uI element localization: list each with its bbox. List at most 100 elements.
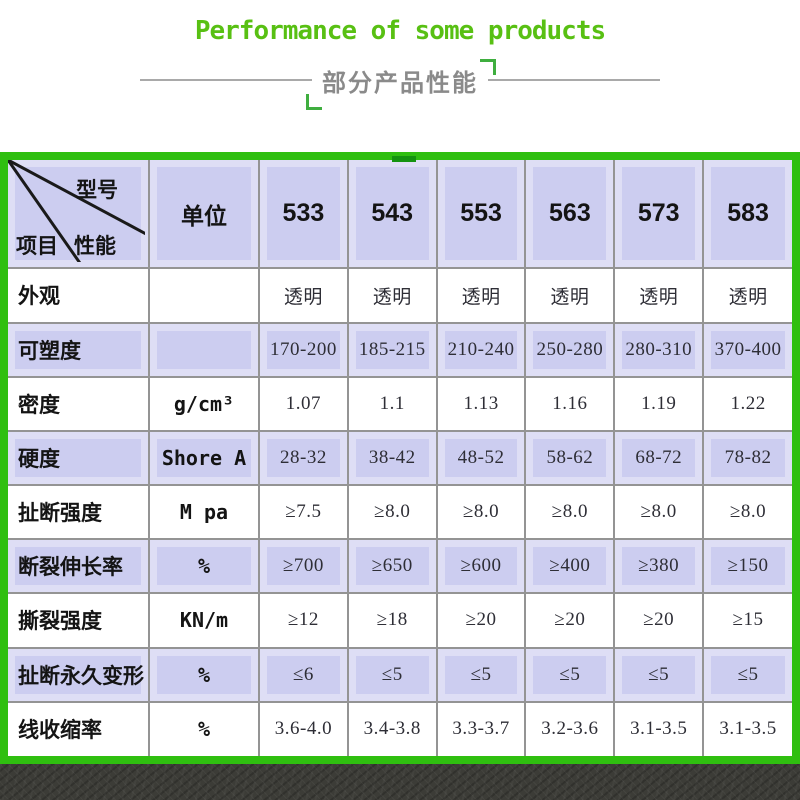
- cell-value: ≥150: [702, 538, 793, 595]
- cell-value: 透明: [435, 267, 527, 324]
- cell-value: 170-200: [258, 321, 349, 378]
- row-unit: M pa: [148, 484, 260, 541]
- cell-value: 透明: [524, 267, 616, 324]
- unit-column-header: 单位: [148, 158, 260, 270]
- cell-value: ≥15: [702, 592, 793, 649]
- row-unit: Shore A: [148, 429, 260, 487]
- cell-value: 1.1: [346, 375, 438, 432]
- page-title: Performance of some products: [194, 16, 606, 46]
- model-header-573: 573: [613, 158, 705, 270]
- page-header: Performance of some products 部分产品性能: [0, 0, 800, 152]
- cell-value: 78-82: [702, 429, 793, 487]
- border-notch-decoration: [392, 156, 416, 162]
- table-row-appearance: 外观 透明 透明 透明 透明 透明 透明: [7, 267, 793, 324]
- cell-value: 1.07: [258, 375, 349, 432]
- row-unit: [148, 267, 260, 324]
- spec-table-container: 型号 项目 性能 单位 533 543 553 563 573 583 外观 透…: [0, 152, 800, 764]
- cell-value: ≥12: [258, 592, 349, 649]
- cell-value: 185-215: [346, 321, 438, 378]
- cell-value: ≤5: [702, 646, 793, 703]
- dark-footer-band: [0, 764, 800, 800]
- cell-value: 68-72: [613, 429, 705, 487]
- row-label: 扯断强度: [7, 484, 150, 541]
- cell-value: ≥7.5: [258, 484, 349, 541]
- cell-value: 38-42: [346, 429, 438, 487]
- subtitle-left-rule: [140, 79, 312, 81]
- row-label: 撕裂强度: [7, 592, 150, 649]
- cell-value: 1.22: [702, 375, 793, 432]
- row-unit: KN/m: [148, 592, 260, 649]
- cell-value: 3.1-3.5: [613, 700, 705, 758]
- row-label: 扯断永久变形: [7, 646, 150, 703]
- cell-value: ≥18: [346, 592, 438, 649]
- model-header-583: 583: [702, 158, 793, 270]
- corner-label-model: 型号: [76, 179, 118, 202]
- cell-value: ≥650: [346, 538, 438, 595]
- cell-value: 1.19: [613, 375, 705, 432]
- corner-label-item: 项目: [16, 235, 58, 259]
- cell-value: 280-310: [613, 321, 705, 378]
- table-row-density: 密度 g/cm³ 1.07 1.1 1.13 1.16 1.19 1.22: [7, 375, 793, 432]
- row-unit: %: [148, 538, 260, 595]
- cell-value: 3.3-3.7: [435, 700, 527, 758]
- cell-value: 3.4-3.8: [346, 700, 438, 758]
- cell-value: ≥380: [613, 538, 705, 595]
- row-label: 硬度: [7, 429, 150, 487]
- cell-value: 1.16: [524, 375, 616, 432]
- row-label: 断裂伸长率: [7, 538, 150, 595]
- cell-value: 透明: [613, 267, 705, 324]
- cell-value: 58-62: [524, 429, 616, 487]
- cell-value: ≤5: [346, 646, 438, 703]
- row-unit: %: [148, 646, 260, 703]
- row-label: 外观: [7, 267, 150, 324]
- table-header-row: 型号 项目 性能 单位 533 543 553 563 573 583: [7, 158, 793, 270]
- row-label: 可塑度: [7, 321, 150, 378]
- diagonal-header-cell: 型号 项目 性能: [7, 158, 150, 270]
- cell-value: ≥700: [258, 538, 349, 595]
- model-header-563: 563: [524, 158, 616, 270]
- table-row-plasticity: 可塑度 170-200 185-215 210-240 250-280 280-…: [7, 321, 793, 378]
- cell-value: ≤5: [435, 646, 527, 703]
- diagonal-divider-lines: [10, 162, 145, 262]
- corner-bracket-bottom-left-icon: [306, 93, 322, 110]
- cell-value: 透明: [702, 267, 793, 324]
- cell-value: 250-280: [524, 321, 616, 378]
- cell-value: 1.13: [435, 375, 527, 432]
- cell-value: 透明: [346, 267, 438, 324]
- cell-value: ≥8.0: [435, 484, 527, 541]
- cell-value: ≥20: [435, 592, 527, 649]
- page-subtitle: 部分产品性能: [306, 58, 496, 110]
- cell-value: ≥400: [524, 538, 616, 595]
- cell-value: ≥8.0: [524, 484, 616, 541]
- cell-value: 210-240: [435, 321, 527, 378]
- product-spec-table: 型号 项目 性能 单位 533 543 553 563 573 583 外观 透…: [7, 158, 793, 758]
- cell-value: ≥8.0: [346, 484, 438, 541]
- model-header-533: 533: [258, 158, 349, 270]
- cell-value: ≤5: [524, 646, 616, 703]
- subtitle-right-rule: [488, 79, 660, 81]
- cell-value: 3.2-3.6: [524, 700, 616, 758]
- cell-value: 3.6-4.0: [258, 700, 349, 758]
- corner-label-performance: 性能: [74, 235, 116, 259]
- cell-value: ≥8.0: [613, 484, 705, 541]
- table-row-elongation: 断裂伸长率 % ≥700 ≥650 ≥600 ≥400 ≥380 ≥150: [7, 538, 793, 595]
- table-row-tear-strength: 撕裂强度 KN/m ≥12 ≥18 ≥20 ≥20 ≥20 ≥15: [7, 592, 793, 649]
- table-row-linear-shrinkage: 线收缩率 % 3.6-4.0 3.4-3.8 3.3-3.7 3.2-3.6 3…: [7, 700, 793, 758]
- model-header-543: 543: [346, 158, 438, 270]
- cell-value: 28-32: [258, 429, 349, 487]
- row-unit: %: [148, 700, 260, 758]
- row-unit: g/cm³: [148, 375, 260, 432]
- subtitle-row: 部分产品性能: [0, 58, 800, 110]
- cell-value: ≤6: [258, 646, 349, 703]
- table-row-tensile-strength: 扯断强度 M pa ≥7.5 ≥8.0 ≥8.0 ≥8.0 ≥8.0 ≥8.0: [7, 484, 793, 541]
- table-row-hardness: 硬度 Shore A 28-32 38-42 48-52 58-62 68-72…: [7, 429, 793, 487]
- cell-value: 370-400: [702, 321, 793, 378]
- cell-value: 3.1-3.5: [702, 700, 793, 758]
- cell-value: ≥20: [524, 592, 616, 649]
- corner-bracket-top-right-icon: [480, 58, 496, 75]
- cell-value: ≥600: [435, 538, 527, 595]
- model-header-553: 553: [435, 158, 527, 270]
- cell-value: 48-52: [435, 429, 527, 487]
- cell-value: ≥8.0: [702, 484, 793, 541]
- row-unit: [148, 321, 260, 378]
